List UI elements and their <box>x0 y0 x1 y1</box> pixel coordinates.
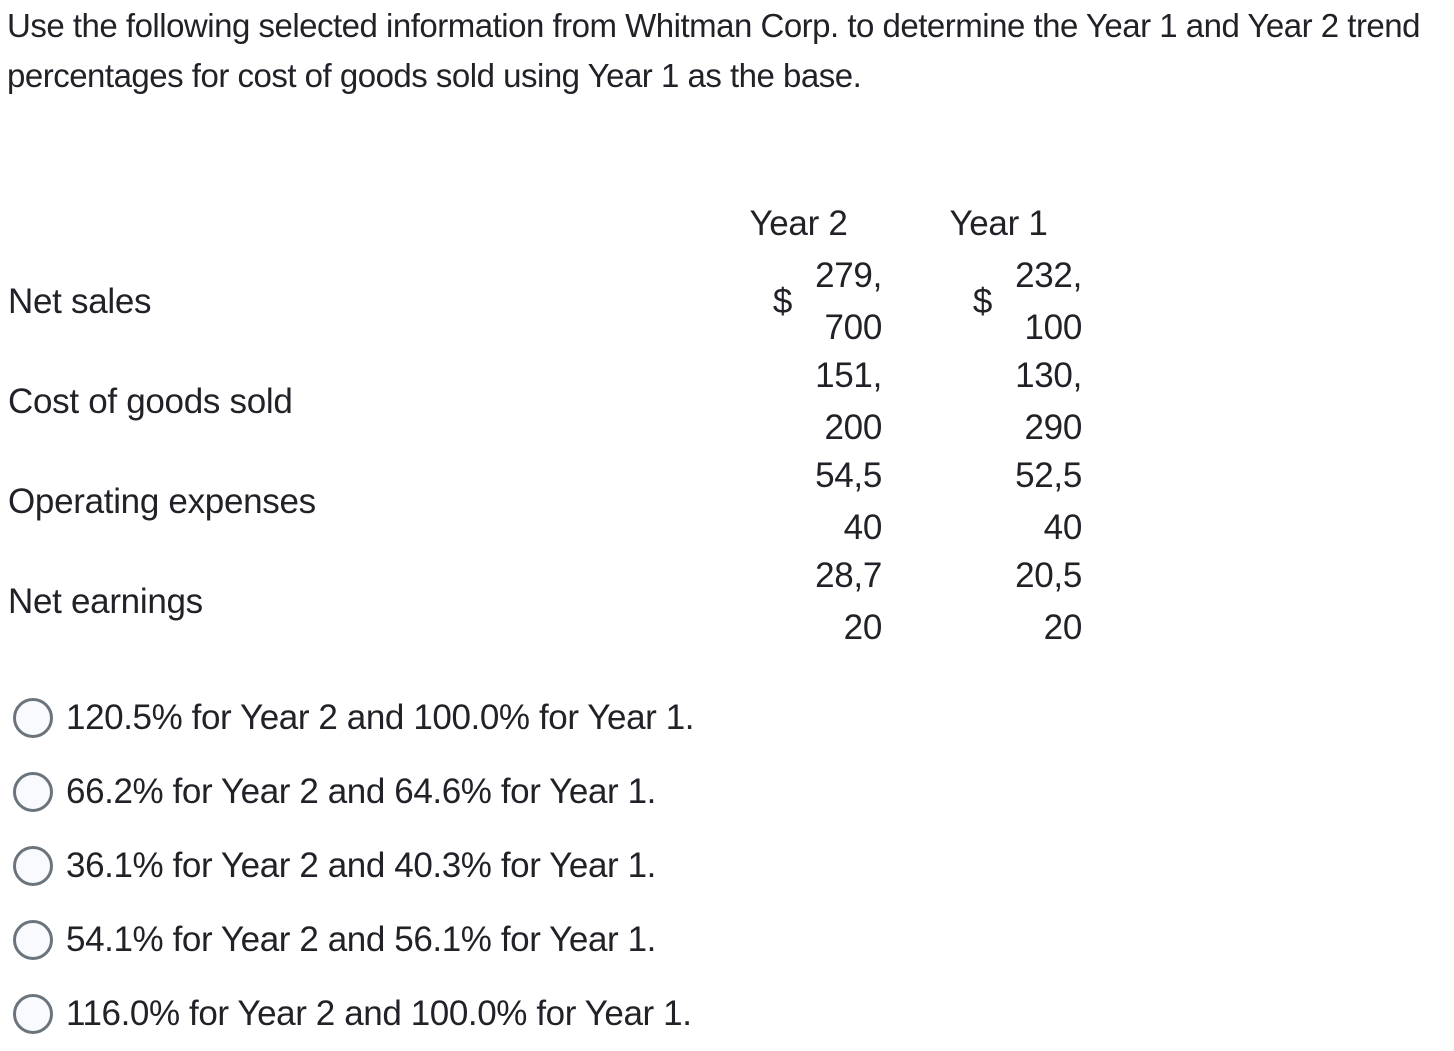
currency-symbol: $ <box>772 282 792 321</box>
option-radio[interactable] <box>13 846 53 886</box>
cell-value: 54,5 40 <box>812 450 882 554</box>
cell-value: 232, 100 <box>1012 250 1082 354</box>
option-radio[interactable] <box>13 772 53 812</box>
option-row-2[interactable]: 66.2% for Year 2 and 64.6% for Year 1. <box>13 755 694 829</box>
year2-value-cell: 151, 200 <box>737 350 882 454</box>
option-row-4[interactable]: 54.1% for Year 2 and 56.1% for Year 1. <box>13 903 694 977</box>
option-label: 116.0% for Year 2 and 100.0% for Year 1. <box>66 994 692 1033</box>
table-row: Cost of goods sold 151, 200 130, 290 <box>8 350 1090 450</box>
year1-value-cell: 20,5 20 <box>937 550 1082 654</box>
table-header-row: Year 2 Year 1 <box>8 198 1090 250</box>
row-label: Cost of goods sold <box>8 382 293 421</box>
answer-options: 120.5% for Year 2 and 100.0% for Year 1.… <box>13 681 695 1051</box>
option-radio[interactable] <box>13 920 53 960</box>
value-line: 130, <box>1015 356 1082 395</box>
cell-value: 130, 290 <box>1012 350 1082 454</box>
row-label: Net sales <box>8 282 152 321</box>
row-label: Net earnings <box>8 582 203 621</box>
option-row-3[interactable]: 36.1% for Year 2 and 40.3% for Year 1. <box>13 829 694 903</box>
option-label: 66.2% for Year 2 and 64.6% for Year 1. <box>66 772 656 811</box>
value-line: 290 <box>1024 408 1083 447</box>
question-text: Use the following selected information f… <box>7 7 1421 94</box>
year1-value-cell: 130, 290 <box>937 350 1082 454</box>
financial-table: Year 2 Year 1 Net sales $ 279, 700 $ 232,… <box>8 198 1090 650</box>
year2-value-cell: $ 279, 700 <box>737 250 882 354</box>
year2-value-cell: 28,7 20 <box>737 550 882 654</box>
table-row: Net sales $ 279, 700 $ 232, 100 <box>8 250 1090 350</box>
currency-symbol: $ <box>972 282 992 321</box>
cell-value: 28,7 20 <box>812 550 882 654</box>
value-line: 54,5 <box>815 456 882 495</box>
value-line: 151, <box>815 356 882 395</box>
cell-value: 279, 700 <box>812 250 882 354</box>
row-label: Operating expenses <box>8 482 316 521</box>
year1-value-cell: $ 232, 100 <box>937 250 1082 354</box>
cell-value: 20,5 20 <box>1012 550 1082 654</box>
value-line: 200 <box>824 408 883 447</box>
value-line: 52,5 <box>1015 456 1082 495</box>
value-line: 279, <box>815 256 882 295</box>
year1-value-cell: 52,5 40 <box>937 450 1082 554</box>
option-label: 120.5% for Year 2 and 100.0% for Year 1. <box>66 698 695 737</box>
value-line: 20,5 <box>1015 556 1082 595</box>
value-line: 232, <box>1015 256 1082 295</box>
table-row: Operating expenses 54,5 40 52,5 40 <box>8 450 1090 550</box>
value-line: 20 <box>843 608 883 647</box>
year2-value-cell: 54,5 40 <box>737 450 882 554</box>
option-row-1[interactable]: 120.5% for Year 2 and 100.0% for Year 1. <box>13 681 695 755</box>
option-radio[interactable] <box>13 994 53 1034</box>
value-line: 700 <box>824 308 883 347</box>
cell-value: 151, 200 <box>812 350 882 454</box>
option-label: 36.1% for Year 2 and 40.3% for Year 1. <box>66 846 656 885</box>
table-header-year1: Year 1 <box>949 204 1048 243</box>
value-line: 40 <box>843 508 883 547</box>
table-row: Net earnings 28,7 20 20,5 20 <box>8 550 1090 650</box>
table-header-year2: Year 2 <box>749 204 848 243</box>
option-radio[interactable] <box>13 698 53 738</box>
option-label: 54.1% for Year 2 and 56.1% for Year 1. <box>66 920 656 959</box>
value-line: 20 <box>1043 608 1083 647</box>
value-line: 28,7 <box>815 556 882 595</box>
cell-value: 52,5 40 <box>1012 450 1082 554</box>
value-line: 40 <box>1043 508 1083 547</box>
value-line: 100 <box>1024 308 1083 347</box>
option-row-5[interactable]: 116.0% for Year 2 and 100.0% for Year 1. <box>13 977 694 1051</box>
